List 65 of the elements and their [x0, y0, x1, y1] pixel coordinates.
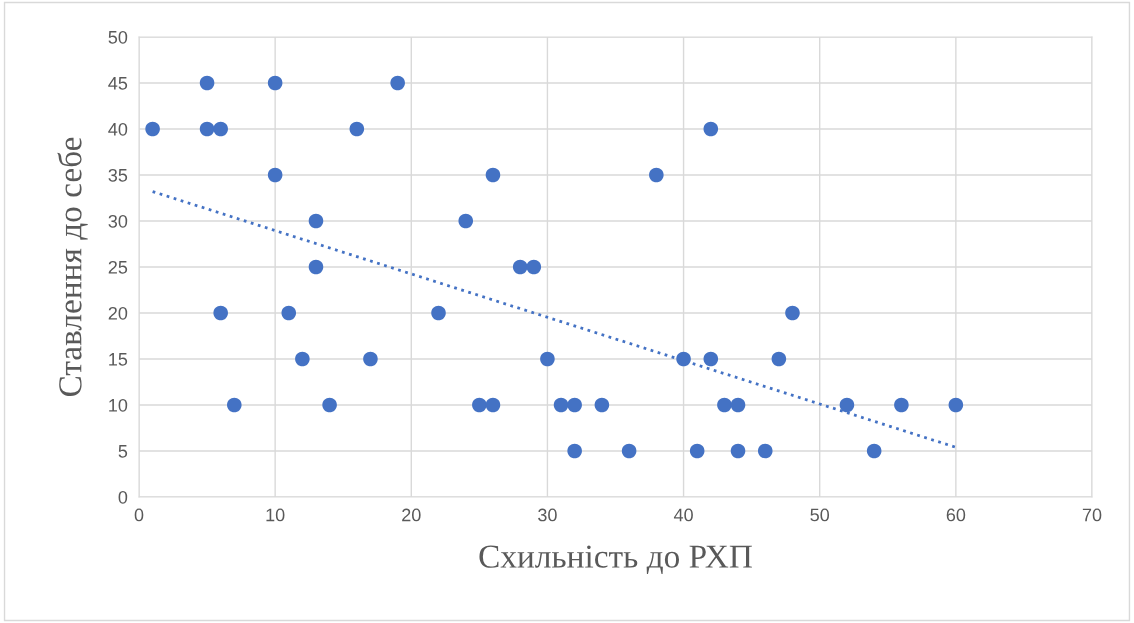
- point: [526, 259, 542, 275]
- point: [199, 75, 215, 91]
- point: [363, 351, 378, 367]
- point: [703, 351, 719, 367]
- point: [322, 397, 337, 413]
- point: [689, 443, 705, 459]
- y-tick-label: 45: [108, 77, 128, 90]
- point: [567, 443, 582, 459]
- point: [295, 351, 310, 367]
- point: [308, 213, 324, 229]
- point: [567, 397, 582, 413]
- point: [145, 121, 160, 137]
- point: [866, 443, 882, 459]
- point: [512, 259, 528, 275]
- point: [594, 397, 610, 413]
- point: [485, 167, 501, 183]
- x-tick-label: 10: [266, 508, 285, 522]
- y-axis-title: Ставлення до себе: [57, 137, 88, 397]
- point: [213, 121, 228, 137]
- point: [717, 397, 732, 413]
- x-axis-title: Схильність до РХП: [479, 545, 752, 574]
- point: [676, 351, 691, 367]
- point: [390, 75, 405, 91]
- y-tick-label: 0: [118, 490, 128, 504]
- point: [703, 121, 719, 137]
- point: [785, 305, 800, 321]
- y-tick-label: 15: [109, 353, 128, 366]
- y-tick-label: 50: [108, 30, 128, 44]
- point: [757, 443, 773, 459]
- point: [540, 351, 555, 367]
- y-tick-label: 40: [108, 122, 128, 136]
- point: [267, 167, 283, 183]
- x-tick-label: 70: [1082, 508, 1102, 522]
- point: [213, 305, 228, 321]
- point: [267, 75, 283, 91]
- y-tick-label: 25: [108, 260, 128, 274]
- y-tick-label: 20: [108, 306, 128, 320]
- point: [308, 259, 324, 275]
- x-tick-label: 0: [134, 508, 144, 522]
- point: [839, 397, 855, 413]
- point: [553, 397, 569, 413]
- point: [227, 397, 242, 413]
- point: [472, 397, 487, 413]
- point: [199, 121, 215, 137]
- y-tick-label: 5: [118, 445, 128, 458]
- x-tick-label: 50: [810, 508, 830, 522]
- x-tick-label: 20: [402, 508, 421, 522]
- point: [431, 305, 446, 321]
- y-tick-label: 10: [109, 398, 128, 412]
- x-tick-label: 30: [538, 508, 557, 522]
- x-tick-label: 40: [673, 508, 693, 522]
- y-tick-label: 35: [108, 168, 128, 182]
- point: [730, 397, 746, 413]
- point: [894, 397, 909, 413]
- point: [771, 351, 787, 367]
- x-tick-label: 60: [946, 508, 966, 522]
- y-tick-label: 30: [108, 214, 128, 228]
- point: [281, 305, 297, 321]
- point: [649, 167, 664, 183]
- point: [948, 397, 964, 413]
- point: [349, 121, 365, 137]
- point: [730, 443, 746, 459]
- point: [621, 443, 637, 459]
- point: [485, 397, 501, 413]
- point: [458, 213, 474, 229]
